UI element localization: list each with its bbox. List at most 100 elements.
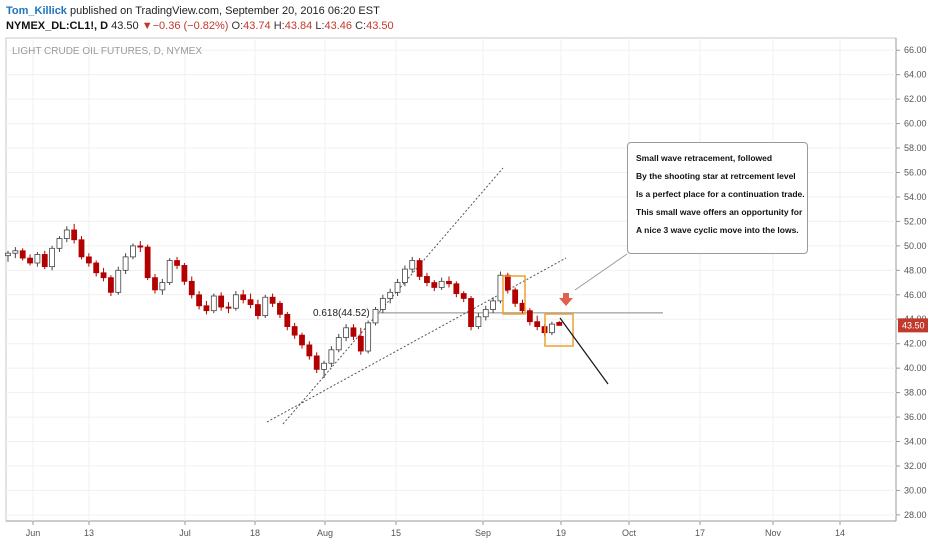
candle-body[interactable] bbox=[85, 256, 92, 264]
candle-body[interactable] bbox=[232, 294, 239, 309]
candle-body[interactable] bbox=[350, 327, 357, 337]
candle-body[interactable] bbox=[556, 322, 563, 326]
candle-body[interactable] bbox=[174, 260, 180, 266]
candle-body[interactable] bbox=[357, 335, 364, 352]
candle-body[interactable] bbox=[203, 305, 210, 312]
candle-body[interactable] bbox=[365, 322, 372, 352]
time-tick-label: Jun bbox=[26, 528, 41, 538]
candle-body[interactable] bbox=[210, 295, 217, 312]
candle-body[interactable] bbox=[504, 274, 511, 291]
highlight-box-top[interactable] bbox=[502, 275, 526, 315]
candle-body[interactable] bbox=[284, 313, 291, 327]
candle-body[interactable] bbox=[453, 283, 460, 294]
price-tick-label: 34.00 bbox=[904, 437, 927, 447]
candle-body[interactable] bbox=[475, 316, 482, 327]
candle-body[interactable] bbox=[71, 229, 78, 241]
candle-body[interactable] bbox=[27, 257, 33, 264]
candle-body[interactable] bbox=[218, 295, 225, 308]
candle-body[interactable] bbox=[482, 309, 489, 318]
candle-body[interactable] bbox=[130, 245, 136, 258]
symbol-label[interactable]: NYMEX_DL:CL1!, D bbox=[6, 20, 109, 32]
candle-body[interactable] bbox=[299, 334, 305, 346]
candle-body[interactable] bbox=[512, 289, 519, 304]
candle-body[interactable] bbox=[526, 310, 533, 323]
candle-body[interactable] bbox=[335, 337, 342, 351]
candle-body[interactable] bbox=[63, 229, 70, 239]
candle-body[interactable] bbox=[416, 260, 423, 277]
candle-body[interactable] bbox=[93, 262, 100, 274]
channel-lower-line[interactable] bbox=[266, 257, 567, 423]
candle-body[interactable] bbox=[240, 294, 247, 301]
candle-body[interactable] bbox=[188, 280, 195, 296]
candle-body[interactable] bbox=[225, 306, 232, 309]
candle-body[interactable] bbox=[321, 362, 327, 370]
price-tick-label: 30.00 bbox=[904, 485, 927, 495]
candle-body[interactable] bbox=[431, 282, 438, 288]
highlight-box-bottom[interactable] bbox=[544, 313, 574, 347]
candle-body[interactable] bbox=[534, 321, 541, 327]
candle-body[interactable] bbox=[181, 265, 188, 282]
low-value: 43.46 bbox=[324, 20, 353, 32]
last-price-tag-text: 43.50 bbox=[902, 320, 925, 330]
price-axis: 28.00 30.00 32.00 34.00 36.00 38.00 40.00 42.00… bbox=[896, 45, 927, 520]
plot-frame bbox=[5, 37, 897, 522]
candle-body[interactable] bbox=[401, 268, 408, 283]
time-tick-label: 15 bbox=[391, 528, 401, 538]
candle-body[interactable] bbox=[446, 280, 452, 285]
candle-body[interactable] bbox=[115, 269, 122, 293]
candle-body[interactable] bbox=[490, 300, 497, 310]
candle-body[interactable] bbox=[49, 247, 55, 268]
candle-body[interactable] bbox=[41, 254, 48, 268]
candle-body[interactable] bbox=[313, 355, 320, 370]
candle-body[interactable] bbox=[269, 296, 276, 304]
candle-body[interactable] bbox=[343, 327, 350, 338]
candle-body[interactable] bbox=[424, 276, 430, 283]
candle-body[interactable] bbox=[108, 277, 114, 293]
candle-body[interactable] bbox=[394, 282, 401, 293]
author-link[interactable]: Tom_Killick bbox=[6, 5, 67, 17]
candle-body[interactable] bbox=[166, 260, 173, 283]
candle-body[interactable] bbox=[497, 274, 504, 302]
candle-body[interactable] bbox=[262, 296, 269, 316]
candle-body[interactable] bbox=[122, 256, 129, 271]
candle-body[interactable] bbox=[144, 246, 151, 279]
candle-body[interactable] bbox=[5, 252, 11, 257]
candle-body[interactable] bbox=[12, 250, 19, 254]
candle-body[interactable] bbox=[34, 254, 41, 264]
candle-body[interactable] bbox=[328, 349, 335, 364]
callout-line: This small wave offers an opportunity fo… bbox=[636, 207, 803, 217]
candle-body[interactable] bbox=[438, 280, 445, 288]
candle-body[interactable] bbox=[247, 299, 254, 305]
chart-header: Tom_Killick published on TradingView.com… bbox=[6, 4, 926, 34]
candle-body[interactable] bbox=[372, 309, 379, 324]
annotation-callout[interactable]: Small wave retracement, followed By the … bbox=[627, 142, 808, 254]
high-label: H: bbox=[273, 20, 285, 32]
candle-body[interactable] bbox=[196, 294, 203, 307]
candle-body[interactable] bbox=[291, 326, 298, 336]
candle-body[interactable] bbox=[56, 238, 63, 249]
price-tick-label: 50.00 bbox=[904, 241, 927, 251]
candle-body[interactable] bbox=[159, 282, 166, 291]
candle-body[interactable] bbox=[137, 245, 144, 248]
candle-body[interactable] bbox=[100, 272, 107, 279]
projection-line[interactable] bbox=[559, 317, 609, 385]
candle-body[interactable] bbox=[387, 291, 394, 299]
candle-body[interactable] bbox=[468, 298, 474, 327]
candle-body[interactable] bbox=[254, 304, 261, 316]
candle-body[interactable] bbox=[78, 239, 85, 258]
price-tick-label: 36.00 bbox=[904, 412, 927, 422]
candle-body[interactable] bbox=[277, 302, 283, 315]
candle-body[interactable] bbox=[379, 298, 386, 310]
candle-body[interactable] bbox=[306, 344, 313, 357]
candle-body[interactable] bbox=[409, 260, 416, 270]
price-tick-label: 64.00 bbox=[904, 70, 927, 80]
price-tick-label: 32.00 bbox=[904, 461, 927, 471]
candle-body[interactable] bbox=[549, 323, 555, 334]
candle-body[interactable] bbox=[152, 277, 158, 291]
price-tick-label: 52.00 bbox=[904, 216, 927, 226]
candle-body[interactable] bbox=[19, 250, 26, 259]
time-tick-label: 13 bbox=[84, 528, 94, 538]
candle-body[interactable] bbox=[460, 293, 467, 299]
publish-info: published on TradingView.com, September … bbox=[66, 5, 380, 17]
